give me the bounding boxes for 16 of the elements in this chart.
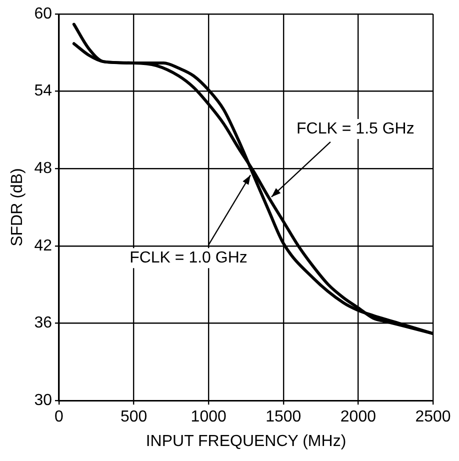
x-tick-label: 500 — [120, 408, 148, 426]
y-tick-label: 36 — [34, 314, 52, 332]
y-tick-label: 54 — [34, 82, 52, 100]
x-tick-label: 0 — [54, 408, 64, 426]
annotation: FCLK = 1.5 GHz — [296, 120, 414, 138]
x-tick-label: 1000 — [190, 408, 226, 426]
y-tick-label: 60 — [34, 5, 52, 22]
annotation: FCLK = 1.0 GHz — [130, 249, 248, 266]
y-tick-label: 30 — [34, 392, 52, 410]
x-tick-label: 2500 — [415, 408, 451, 426]
x-axis-title: INPUT FREQUENCY (MHz) — [146, 432, 346, 450]
y-axis-title: SFDR (dB) — [9, 168, 26, 246]
y-tick-label: 42 — [34, 237, 52, 254]
x-tick-label: 2000 — [340, 408, 376, 426]
x-tick-label: 1500 — [266, 408, 302, 426]
y-tick-label: 48 — [34, 160, 52, 178]
